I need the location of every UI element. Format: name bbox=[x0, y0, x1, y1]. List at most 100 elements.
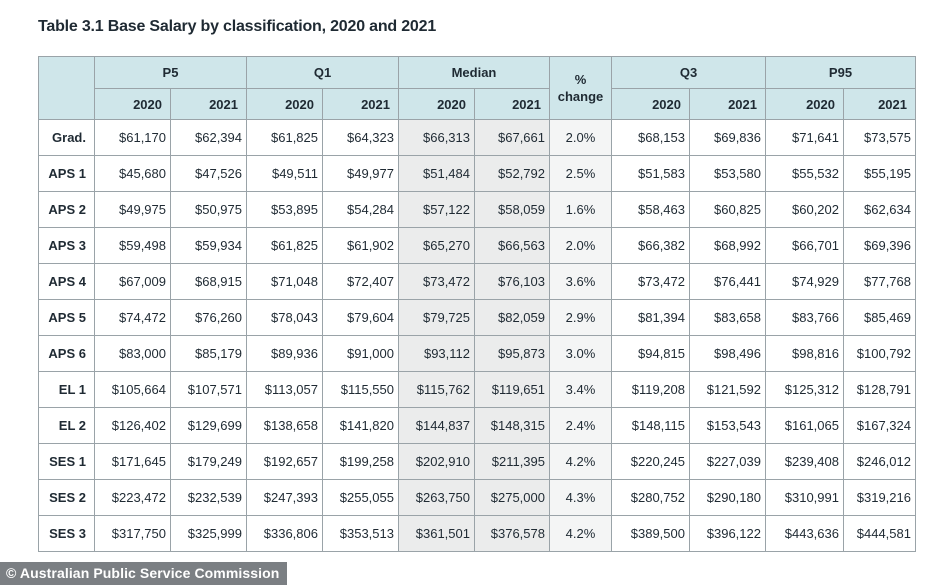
cell-p95-2020: $125,312 bbox=[765, 371, 844, 408]
header-year-2021: 2021 bbox=[170, 88, 247, 120]
cell-q3-2020: $81,394 bbox=[611, 299, 690, 336]
header-p5: P5 bbox=[94, 56, 247, 89]
cell-q1-2021: $115,550 bbox=[322, 371, 399, 408]
cell-median-2021: $376,578 bbox=[474, 515, 550, 552]
cell-median-2020: $51,484 bbox=[398, 155, 475, 192]
cell-q3-2021: $290,180 bbox=[689, 479, 766, 516]
cell-pct-change: 4.2% bbox=[549, 443, 612, 480]
cell-median-2020: $202,910 bbox=[398, 443, 475, 480]
cell-p95-2021: $246,012 bbox=[843, 443, 916, 480]
cell-q1-2020: $113,057 bbox=[246, 371, 323, 408]
cell-q3-2021: $153,543 bbox=[689, 407, 766, 444]
cell-median-2021: $58,059 bbox=[474, 191, 550, 228]
cell-p95-2021: $100,792 bbox=[843, 335, 916, 372]
header-year-2020: 2020 bbox=[611, 88, 690, 120]
cell-p5-2020: $83,000 bbox=[94, 335, 171, 372]
cell-p5-2020: $317,750 bbox=[94, 515, 171, 552]
cell-q1-2020: $61,825 bbox=[246, 227, 323, 264]
cell-p5-2021: $85,179 bbox=[170, 335, 247, 372]
table-row: APS 2 $49,975 $50,975 $53,895 $54,284 $5… bbox=[38, 191, 916, 228]
cell-q3-2021: $53,580 bbox=[689, 155, 766, 192]
table-title: Table 3.1 Base Salary by classification,… bbox=[38, 18, 437, 35]
cell-q1-2021: $141,820 bbox=[322, 407, 399, 444]
cell-q3-2021: $69,836 bbox=[689, 119, 766, 156]
cell-p5-2020: $105,664 bbox=[94, 371, 171, 408]
cell-q1-2020: $247,393 bbox=[246, 479, 323, 516]
cell-pct-change: 4.3% bbox=[549, 479, 612, 516]
cell-p95-2021: $77,768 bbox=[843, 263, 916, 300]
cell-q3-2020: $389,500 bbox=[611, 515, 690, 552]
header-corner bbox=[38, 56, 95, 120]
cell-p95-2021: $73,575 bbox=[843, 119, 916, 156]
cell-p95-2021: $62,634 bbox=[843, 191, 916, 228]
header-year-2021: 2021 bbox=[322, 88, 399, 120]
cell-median-2020: $115,762 bbox=[398, 371, 475, 408]
cell-p95-2021: $167,324 bbox=[843, 407, 916, 444]
table-row: SES 3 $317,750 $325,999 $336,806 $353,51… bbox=[38, 515, 916, 552]
cell-p95-2020: $239,408 bbox=[765, 443, 844, 480]
cell-p5-2020: $45,680 bbox=[94, 155, 171, 192]
cell-median-2021: $148,315 bbox=[474, 407, 550, 444]
row-classification: Grad. bbox=[38, 119, 95, 156]
cell-q3-2020: $73,472 bbox=[611, 263, 690, 300]
cell-p5-2020: $171,645 bbox=[94, 443, 171, 480]
cell-q1-2020: $138,658 bbox=[246, 407, 323, 444]
table-row: APS 5 $74,472 $76,260 $78,043 $79,604 $7… bbox=[38, 299, 916, 336]
cell-q1-2021: $61,902 bbox=[322, 227, 399, 264]
header-p95: P95 bbox=[765, 56, 916, 89]
cell-q1-2021: $64,323 bbox=[322, 119, 399, 156]
cell-p5-2021: $47,526 bbox=[170, 155, 247, 192]
cell-q3-2021: $121,592 bbox=[689, 371, 766, 408]
cell-p95-2020: $74,929 bbox=[765, 263, 844, 300]
cell-median-2020: $93,112 bbox=[398, 335, 475, 372]
cell-q3-2020: $68,153 bbox=[611, 119, 690, 156]
cell-q1-2021: $54,284 bbox=[322, 191, 399, 228]
row-classification: SES 3 bbox=[38, 515, 95, 552]
cell-median-2021: $211,395 bbox=[474, 443, 550, 480]
cell-p5-2020: $59,498 bbox=[94, 227, 171, 264]
cell-q1-2021: $79,604 bbox=[322, 299, 399, 336]
cell-p5-2020: $67,009 bbox=[94, 263, 171, 300]
salary-table: P5 Q1 Median % change Q3 P95 2020 2021 2… bbox=[38, 56, 916, 552]
cell-median-2021: $95,873 bbox=[474, 335, 550, 372]
cell-pct-change: 2.4% bbox=[549, 407, 612, 444]
cell-q1-2021: $199,258 bbox=[322, 443, 399, 480]
header-year-2020: 2020 bbox=[246, 88, 323, 120]
cell-p5-2020: $61,170 bbox=[94, 119, 171, 156]
cell-q3-2020: $280,752 bbox=[611, 479, 690, 516]
cell-p95-2021: $128,791 bbox=[843, 371, 916, 408]
cell-q1-2021: $255,055 bbox=[322, 479, 399, 516]
cell-median-2020: $361,501 bbox=[398, 515, 475, 552]
cell-p5-2020: $126,402 bbox=[94, 407, 171, 444]
cell-q1-2020: $336,806 bbox=[246, 515, 323, 552]
header-q3: Q3 bbox=[611, 56, 766, 89]
header-median: Median bbox=[398, 56, 550, 89]
cell-pct-change: 2.0% bbox=[549, 227, 612, 264]
cell-p5-2021: $68,915 bbox=[170, 263, 247, 300]
cell-median-2021: $82,059 bbox=[474, 299, 550, 336]
cell-median-2021: $52,792 bbox=[474, 155, 550, 192]
cell-p95-2020: $55,532 bbox=[765, 155, 844, 192]
cell-pct-change: 3.6% bbox=[549, 263, 612, 300]
cell-q1-2020: $192,657 bbox=[246, 443, 323, 480]
row-classification: APS 1 bbox=[38, 155, 95, 192]
cell-median-2021: $76,103 bbox=[474, 263, 550, 300]
table-row: APS 3 $59,498 $59,934 $61,825 $61,902 $6… bbox=[38, 227, 916, 264]
cell-p95-2020: $443,636 bbox=[765, 515, 844, 552]
cell-q1-2020: $89,936 bbox=[246, 335, 323, 372]
cell-p5-2021: $50,975 bbox=[170, 191, 247, 228]
cell-pct-change: 2.9% bbox=[549, 299, 612, 336]
cell-p95-2020: $98,816 bbox=[765, 335, 844, 372]
cell-q3-2021: $396,122 bbox=[689, 515, 766, 552]
cell-q3-2020: $119,208 bbox=[611, 371, 690, 408]
cell-p5-2021: $129,699 bbox=[170, 407, 247, 444]
cell-q1-2020: $53,895 bbox=[246, 191, 323, 228]
cell-q1-2020: $71,048 bbox=[246, 263, 323, 300]
cell-median-2020: $57,122 bbox=[398, 191, 475, 228]
cell-median-2020: $65,270 bbox=[398, 227, 475, 264]
row-classification: EL 2 bbox=[38, 407, 95, 444]
header-pct-change: % change bbox=[549, 56, 612, 120]
table-row: EL 1 $105,664 $107,571 $113,057 $115,550… bbox=[38, 371, 916, 408]
cell-median-2021: $66,563 bbox=[474, 227, 550, 264]
row-classification: SES 1 bbox=[38, 443, 95, 480]
